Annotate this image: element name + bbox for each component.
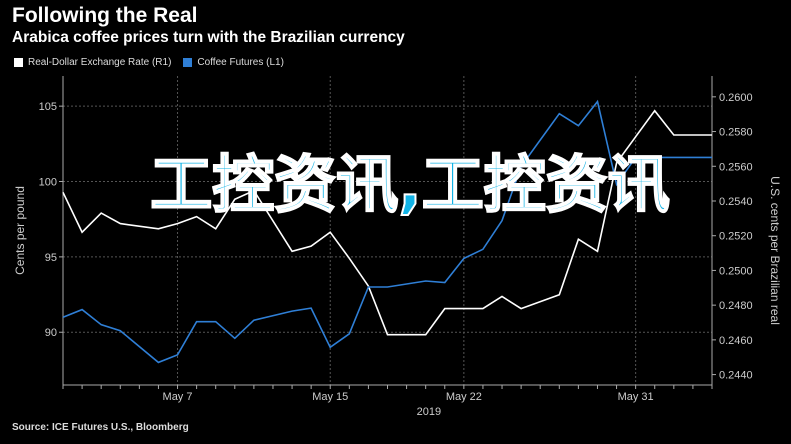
y-left-tick-label: 90 <box>45 327 57 339</box>
y-right-tick-label: 0.2560 <box>719 161 753 173</box>
chart-source: Source: ICE Futures U.S., Bloomberg <box>12 422 189 433</box>
legend-swatch-exchange-rate <box>14 58 23 67</box>
chart-subtitle: Arabica coffee prices turn with the Braz… <box>12 29 405 46</box>
y-right-tick-label: 0.2600 <box>719 92 753 104</box>
y-left-axis-title: Cents per pound <box>13 186 27 275</box>
y-right-tick-label: 0.2460 <box>719 335 753 347</box>
x-year-label: 2019 <box>417 406 441 418</box>
series-line-coffee-futures <box>62 99 712 364</box>
legend-item-exchange-rate: Real-Dollar Exchange Rate (R1) <box>14 57 171 68</box>
x-tick-label: May 31 <box>618 391 654 403</box>
legend-swatch-coffee-futures <box>183 58 193 67</box>
y-right-tick-label: 0.2580 <box>719 127 753 139</box>
legend-item-coffee-futures: Coffee Futures (L1) <box>183 57 284 68</box>
x-tick-label: May 7 <box>163 391 193 403</box>
y-left-tick-label: 100 <box>39 177 57 189</box>
y-right-tick-label: 0.2440 <box>719 370 753 382</box>
series-line-exchange-rate <box>62 109 712 336</box>
y-left-tick-label: 95 <box>45 252 57 264</box>
y-right-tick-label: 0.2520 <box>719 231 753 243</box>
legend-label-exchange-rate: Real-Dollar Exchange Rate (R1) <box>28 57 172 68</box>
legend-label-coffee-futures: Coffee Futures (L1) <box>197 57 284 68</box>
y-right-tick-label: 0.2480 <box>719 300 753 312</box>
chart-title: Following the Real <box>12 4 198 27</box>
x-tick-label: May 22 <box>446 391 482 403</box>
y-left-tick-label: 105 <box>39 101 57 113</box>
y-right-axis-title: U.S. cents per Brazilian real <box>768 176 782 325</box>
y-right-tick-label: 0.2500 <box>719 265 753 277</box>
chart-legend: Real-Dollar Exchange Rate (R1) Coffee Fu… <box>14 57 296 68</box>
x-tick-label: May 15 <box>312 391 348 403</box>
y-right-tick-label: 0.2540 <box>719 196 753 208</box>
